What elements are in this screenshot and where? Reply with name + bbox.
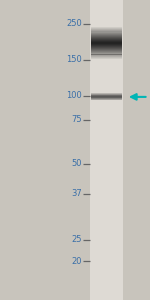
Bar (91, 96, 122, 97)
Bar (91, 47, 122, 48)
Text: 250: 250 (66, 20, 82, 28)
Bar (91, 30, 122, 31)
Bar (90, 0, 123, 300)
Bar (91, 36, 122, 37)
Bar (91, 42, 122, 44)
Bar (91, 44, 122, 45)
Bar (91, 40, 122, 41)
Bar (91, 98, 122, 99)
Text: 100: 100 (66, 92, 82, 100)
Text: 25: 25 (71, 236, 82, 244)
Bar (91, 57, 122, 58)
Bar (91, 95, 122, 96)
Bar (91, 41, 122, 42)
Bar (91, 52, 122, 53)
Bar (91, 51, 122, 52)
Bar (91, 38, 122, 39)
Bar (91, 48, 122, 49)
Bar (91, 99, 122, 100)
Text: 20: 20 (71, 256, 82, 266)
Bar (91, 59, 122, 60)
Bar (91, 50, 122, 51)
Bar (91, 28, 122, 29)
Bar (91, 94, 122, 95)
Bar (91, 58, 122, 59)
Bar (91, 32, 122, 34)
Text: 37: 37 (71, 189, 82, 198)
Text: 50: 50 (71, 159, 82, 168)
Bar (91, 56, 122, 57)
Text: 150: 150 (66, 56, 82, 64)
Text: 75: 75 (71, 116, 82, 124)
Bar (91, 53, 122, 55)
Bar (91, 34, 122, 35)
Bar (91, 45, 122, 46)
Bar (91, 39, 122, 40)
Bar (91, 46, 122, 47)
Bar (91, 49, 122, 50)
Bar (91, 35, 122, 36)
Bar (91, 100, 122, 101)
Bar (91, 55, 122, 56)
Bar (91, 27, 122, 28)
Bar (91, 93, 122, 94)
Bar (91, 97, 122, 98)
Bar (91, 29, 122, 30)
Bar (91, 37, 122, 38)
